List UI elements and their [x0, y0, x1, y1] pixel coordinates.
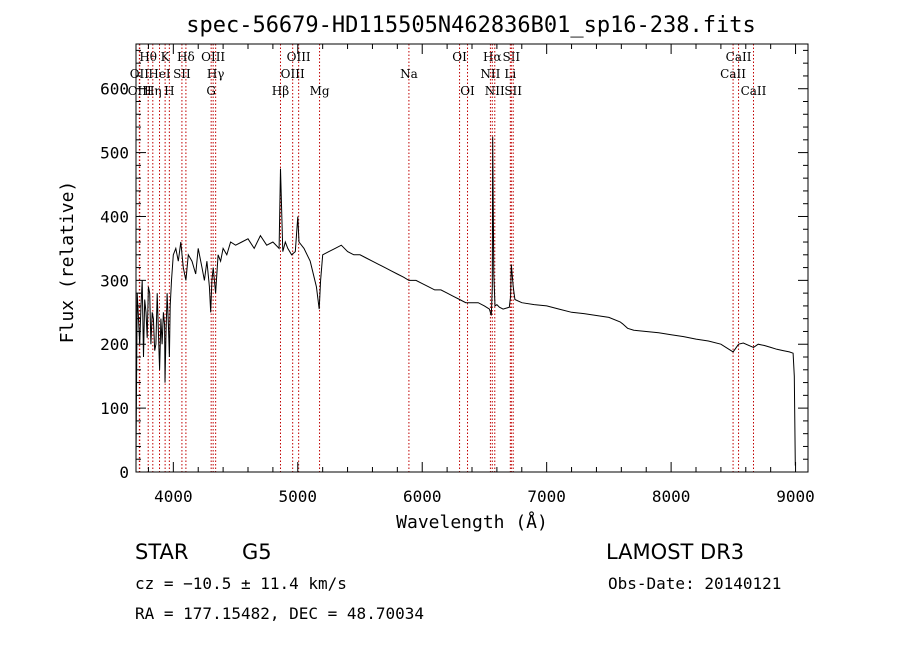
- spectral-line-label: OIII: [287, 50, 311, 64]
- x-tick-label: 8000: [652, 487, 691, 506]
- survey-name: LAMOST DR3: [606, 540, 745, 564]
- spectral-line-label: Hβ: [272, 84, 289, 98]
- spectral-line-label: K: [161, 50, 171, 64]
- y-tick-label: 0: [119, 463, 129, 482]
- spectral-line-label: Na: [400, 67, 418, 81]
- chart-title: spec-56679-HD115505N462836B01_sp16-238.f…: [186, 13, 756, 38]
- obs-date: Obs-Date: 20140121: [608, 574, 782, 593]
- x-tick-label: 9000: [776, 487, 815, 506]
- spectrum-line: [135, 136, 796, 466]
- object-class: STAR: [135, 540, 189, 564]
- spectral-line-label: H: [164, 84, 174, 98]
- spectral-line-label: Hδ: [177, 50, 195, 64]
- spectral-line-label: CaII: [720, 67, 746, 81]
- spectral-line-label: Hθ: [139, 50, 157, 64]
- spectral-line-label: SII: [504, 84, 522, 98]
- subclass: G5: [242, 540, 272, 564]
- spectral-line-label: Hα: [483, 50, 502, 64]
- spectral-line-label: OII: [130, 67, 150, 81]
- coordinates: RA = 177.15482, DEC = 48.70034: [135, 604, 424, 623]
- spectral-line-label: OIII: [201, 50, 225, 64]
- spectral-line-label: OIII: [281, 67, 305, 81]
- spectral-line-label: Mg: [310, 84, 330, 98]
- plot-frame: [135, 43, 809, 473]
- spectral-line-label: Hγ: [207, 67, 225, 81]
- spectral-line-label: OI: [460, 84, 475, 98]
- redshift-value: cz = −10.5 ± 11.4 km/s: [135, 574, 347, 593]
- spectral-line-label: NII: [480, 67, 500, 81]
- y-tick-label: 500: [100, 144, 129, 163]
- spectral-line-label: OIII: [128, 84, 152, 98]
- y-axis-label: Flux (relative): [57, 181, 78, 344]
- spectral-line-label: SII: [173, 67, 191, 81]
- spectral-line-label: Li: [504, 67, 516, 81]
- spectral-line-label: CaII: [726, 50, 752, 64]
- y-tick-label: 100: [100, 399, 129, 418]
- spectral-line-label: HeI: [148, 67, 171, 81]
- spectral-line-label: G: [206, 84, 216, 98]
- y-tick-label: 400: [100, 207, 129, 226]
- y-tick-label: 300: [100, 271, 129, 290]
- x-tick-label: 4000: [154, 487, 193, 506]
- spectral-line-label: CaII: [741, 84, 767, 98]
- x-tick-label: 7000: [527, 487, 566, 506]
- y-tick-label: 200: [100, 335, 129, 354]
- x-tick-label: 5000: [279, 487, 318, 506]
- spectral-line-label: Hη: [144, 84, 162, 98]
- y-tick-label: 600: [100, 80, 129, 99]
- x-tick-label: 6000: [403, 487, 442, 506]
- spectral-line-label: SII: [502, 50, 520, 64]
- spectral-line-label: OI: [452, 50, 467, 64]
- spectral-line-label: NII: [485, 84, 505, 98]
- x-axis-label: Wavelength (Å): [396, 511, 548, 533]
